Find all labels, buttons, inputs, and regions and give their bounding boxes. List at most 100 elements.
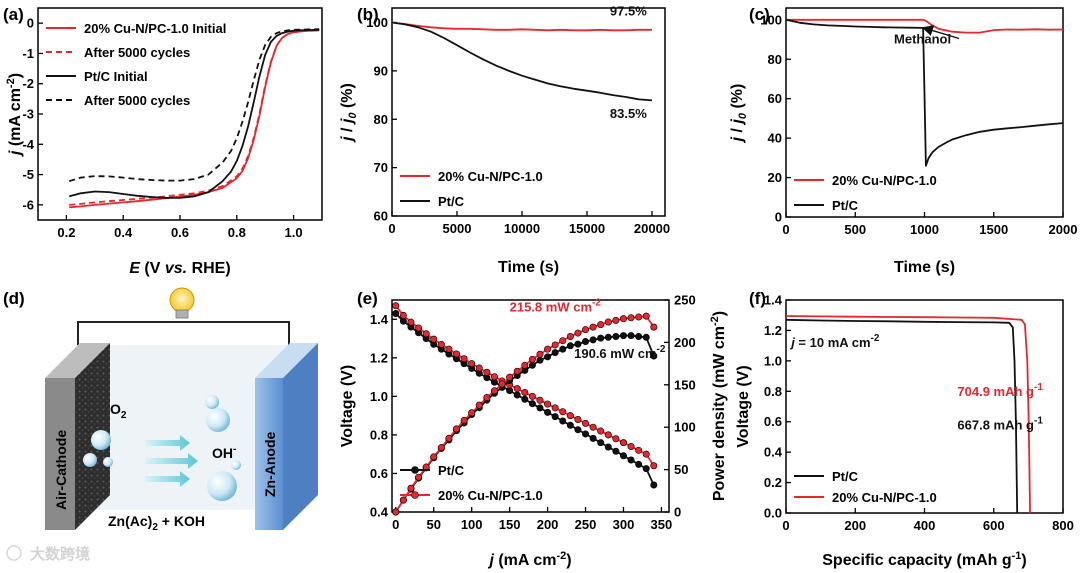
data-point [513, 385, 521, 393]
data-point [392, 508, 400, 516]
y2-tick-label: 50 [674, 462, 688, 477]
data-point [528, 400, 536, 408]
x-tick-label: 400 [914, 518, 936, 533]
series-line-1 [785, 315, 1031, 514]
x-axis-label: E (V vs. RHE) [129, 260, 230, 277]
data-point [627, 442, 635, 450]
data-point [453, 350, 461, 358]
data-point [544, 400, 552, 408]
annotation: 667.8 mAh g-1 [957, 415, 1043, 432]
data-point [536, 350, 544, 358]
y-tick-label: 0.6 [764, 414, 782, 429]
data-point [619, 439, 627, 447]
data-point [597, 439, 605, 447]
data-point [597, 334, 605, 342]
x-tick-label: 250 [575, 517, 597, 532]
y-tick-label: 0.4 [370, 505, 389, 520]
legend-marker [411, 491, 419, 499]
data-point [574, 329, 582, 337]
x-tick-label: 600 [983, 518, 1005, 533]
data-point [612, 332, 620, 340]
ion-flow-arrows [145, 435, 198, 487]
chart-panel-f: (f) 0 200 400 600 800 0.0 0.2 0.4 0.6 0.8 1.0 1.2 1.4… [735, 289, 1074, 569]
data-point [597, 427, 605, 435]
annotation: 215.8 mW cm-2 [510, 298, 602, 315]
y-axis-label: j / j0 (%) [339, 83, 359, 143]
legend-label: 20% Cu-N/PC-1.0 [438, 169, 543, 184]
data-point [566, 412, 574, 420]
data-point [407, 484, 415, 492]
x-tick-label: 0 [392, 517, 399, 532]
circuit-wire [77, 321, 290, 345]
watermark-text: 大数跨境 [30, 545, 90, 563]
data-point [635, 460, 643, 468]
x-tick-label: 5000 [443, 221, 472, 236]
panel-label: (a) [3, 5, 24, 24]
y2-tick-label: 0 [674, 505, 681, 520]
o2-label: O2 [110, 401, 127, 421]
data-point [415, 473, 423, 481]
data-point [544, 353, 552, 361]
y-axis-label: j (mA cm-2) [5, 73, 24, 157]
x-tick-label: 0.8 [228, 225, 246, 240]
y-tick-label: -4 [22, 137, 34, 152]
plot-frame [37, 7, 323, 221]
data-point [650, 462, 658, 470]
y-tick-label: -3 [22, 107, 34, 122]
data-point [498, 380, 506, 388]
data-point [437, 444, 445, 452]
x-tick-label: 0.6 [171, 225, 189, 240]
y-tick-label: 1.0 [764, 353, 782, 368]
annotation: 704.9 mAh g-1 [957, 382, 1043, 399]
data-point [399, 496, 407, 504]
data-point [399, 317, 407, 325]
data-point [536, 404, 544, 412]
data-point [392, 302, 400, 310]
data-point [627, 332, 635, 340]
annotation: 97.5% [610, 3, 647, 18]
y-tick-label: -5 [22, 167, 34, 182]
data-point [582, 419, 590, 427]
panel-label: (f) [749, 289, 766, 308]
x-tick-label: 350 [651, 517, 673, 532]
data-point [604, 443, 612, 451]
y-tick-label: 0 [27, 16, 34, 31]
watermark-logo-icon [6, 545, 22, 561]
data-point [490, 373, 498, 381]
data-point [642, 450, 650, 458]
x-tick-label: 50 [427, 517, 441, 532]
series-line-1 [69, 29, 320, 206]
x-tick-label: 10000 [504, 221, 540, 236]
panel-label: (e) [357, 289, 378, 308]
data-point [445, 434, 453, 442]
panel-d-schematic: (d) Air-Cathode Zn-Anode [3, 287, 318, 533]
data-point [422, 330, 430, 338]
data-point [559, 408, 567, 416]
legend-label: 20% Cu-N/PC-1.0 Initial [84, 21, 226, 36]
oh-label: OH- [212, 444, 236, 461]
electrolyte-label: Zn(Ac)2 + KOH [108, 513, 205, 533]
data-point [483, 394, 491, 402]
legend-label: 20% Cu-N/PC-1.0 [832, 173, 937, 188]
data-point [528, 361, 536, 369]
data-point [544, 408, 552, 416]
chart-panel-a: (a) 0.2 0.4 0.6 0.8 1.0 0 -1 -2 -3 -4 -5 -6 E (V vs. … [3, 5, 323, 277]
y-tick-label: 0.0 [764, 506, 782, 521]
data-point [430, 453, 438, 461]
y-tick-label: 40 [768, 131, 782, 146]
data-point [589, 423, 597, 431]
y-tick-label: 80 [768, 52, 782, 67]
data-point [551, 341, 559, 349]
x-tick-label: 300 [613, 517, 635, 532]
legend-label: Pt/C [832, 469, 859, 484]
data-point [589, 323, 597, 331]
x-tick-label: 0.2 [57, 225, 75, 240]
x-axis-label: Specific capacity (mAh g-1) [822, 550, 1027, 569]
x-tick-label: 200 [537, 517, 559, 532]
data-point [619, 452, 627, 460]
panel-label: (b) [357, 5, 379, 24]
data-point [528, 392, 536, 400]
series-line-2 [68, 28, 320, 199]
y2-tick-label: 100 [674, 420, 696, 435]
plot-frame [391, 299, 670, 513]
